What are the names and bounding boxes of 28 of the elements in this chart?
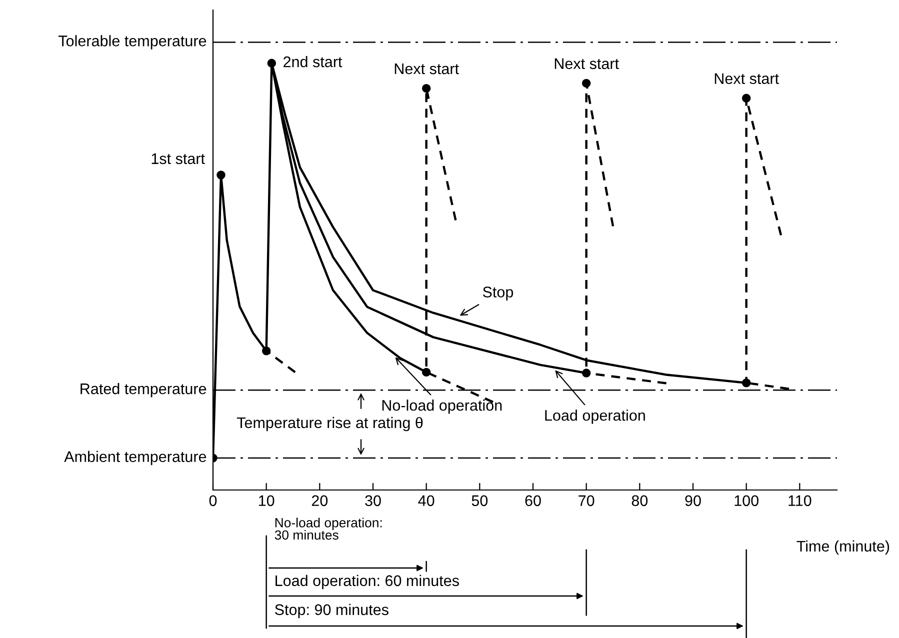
annotation: Next start	[714, 73, 779, 84]
annotation: Next start	[394, 64, 459, 74]
annotation: No-load operation	[382, 400, 502, 414]
annotation: Next start	[554, 58, 619, 70]
text: Load operation: 60 minutes	[276, 574, 459, 590]
x-tick-label: 50	[472, 495, 488, 506]
x-tick-label: 70	[578, 495, 594, 506]
x-tick-label: 0	[209, 495, 217, 506]
x-tick-label: 80	[632, 495, 648, 506]
annotation: Temperature rise at rating θ	[236, 416, 423, 432]
x-axis-title: Time (minute)	[796, 540, 890, 555]
annotation: Load operation	[545, 410, 645, 424]
text: No-load operation: 30 minutes	[274, 518, 382, 540]
annotation: 2nd start	[284, 56, 342, 68]
x-tick-label: 30	[365, 495, 381, 506]
annotation: 1st start	[152, 153, 205, 164]
ref-line-label: Rated temperature	[80, 382, 206, 398]
x-tick-label: 100	[734, 495, 758, 506]
ref-line-label: Tolerable temperature	[58, 35, 206, 50]
annotation: Stop	[482, 286, 514, 300]
ref-line-label: Ambient temperature	[64, 450, 206, 466]
x-tick-label: 40	[418, 495, 434, 506]
x-tick-label: 10	[259, 495, 274, 506]
text: Stop: 90 minutes	[275, 604, 388, 618]
x-tick-label: 60	[525, 495, 541, 506]
x-tick-label: 110	[788, 495, 812, 506]
x-tick-label: 90	[685, 495, 701, 506]
x-tick-label: 20	[312, 495, 328, 506]
